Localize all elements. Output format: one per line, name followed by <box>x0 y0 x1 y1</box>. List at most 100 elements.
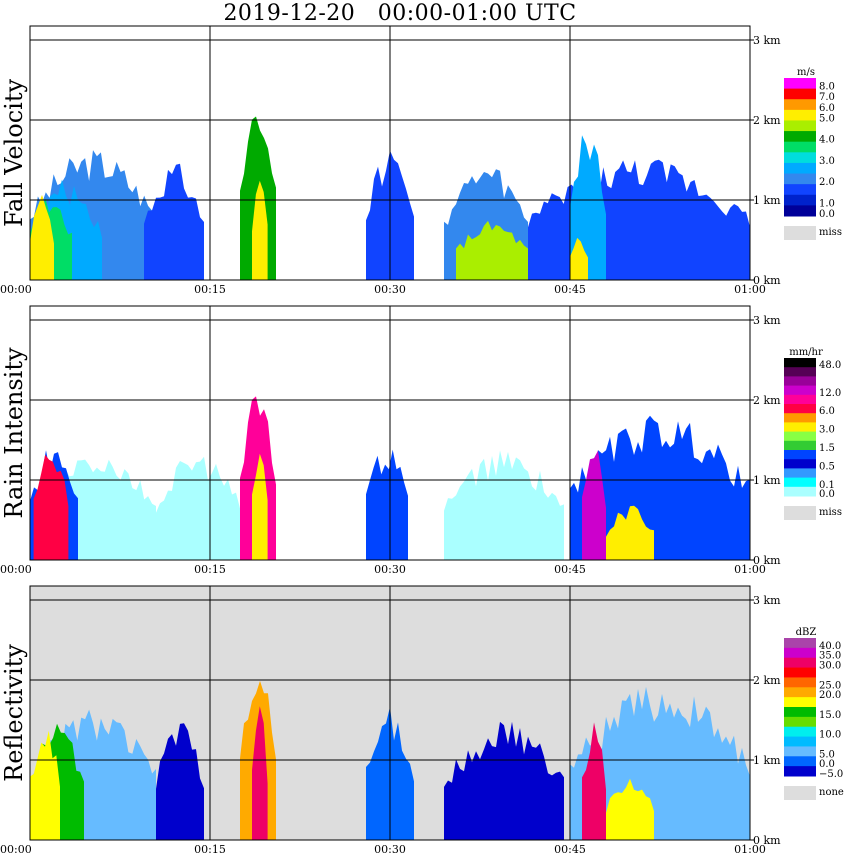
legend-label: 8.0 <box>819 82 835 93</box>
legend-swatch <box>784 184 816 196</box>
legend-missing-swatch <box>784 506 816 520</box>
legend-label: 12.0 <box>819 388 841 399</box>
x-tick-label: 00:15 <box>194 843 226 856</box>
legend-swatch <box>784 667 816 678</box>
legend-swatch <box>784 697 816 708</box>
legend-label: 7.0 <box>819 92 835 103</box>
echo-region <box>144 163 204 280</box>
x-tick-label: 01:00 <box>734 283 766 296</box>
y-tick-label: 3 km <box>753 594 781 607</box>
legend-swatch <box>784 131 816 143</box>
legend-swatch <box>784 194 816 206</box>
echo-region <box>570 237 588 280</box>
legend-unit: mm/hr <box>789 347 823 358</box>
legend-swatch <box>784 477 816 488</box>
legend: m/s 8.07.06.05.0 4.0 3.0 2.0 1.00.0 miss <box>784 67 842 240</box>
x-tick-label: 01:00 <box>734 843 766 856</box>
plot-frame <box>29 305 751 561</box>
x-tick-label: 00:15 <box>194 563 226 576</box>
y-tick-label: 1 km <box>753 754 781 767</box>
legend-swatch <box>784 404 816 414</box>
legend-unit: m/s <box>797 67 815 78</box>
legend-swatch <box>784 468 816 479</box>
echo-region <box>366 449 408 560</box>
legend-label: 0.0 <box>819 209 835 220</box>
echo-region <box>606 505 654 560</box>
legend-label: 4.0 <box>819 135 835 146</box>
legend-label: 25.0 <box>819 680 841 691</box>
legend-swatch <box>784 647 816 659</box>
legend-swatch <box>784 376 816 387</box>
plot-frame <box>29 25 751 281</box>
x-tick-label: 00:30 <box>374 563 406 576</box>
echo-region <box>156 723 204 840</box>
legend-swatch <box>784 173 816 185</box>
legend-missing-swatch <box>784 786 816 800</box>
legend-missing-label: none <box>819 787 844 798</box>
legend-swatch <box>784 205 816 217</box>
echo-region <box>252 706 268 840</box>
echo-region <box>252 180 268 280</box>
legend-swatch <box>784 141 816 153</box>
legend-swatch <box>784 756 816 767</box>
legend-label: 20.0 <box>819 690 841 701</box>
legend-swatch <box>784 746 816 757</box>
legend-label: 10.0 <box>819 730 841 741</box>
legend-label: 48.0 <box>819 360 841 371</box>
legend-label: 35.0 <box>819 651 841 662</box>
echo-region <box>582 450 606 560</box>
legend-swatch <box>784 726 816 738</box>
legend-swatch <box>784 687 816 698</box>
x-tick-label: 00:45 <box>554 283 586 296</box>
legend-swatch <box>784 78 816 90</box>
x-tick-label: 00:15 <box>194 283 226 296</box>
x-tick-label: 00:00 <box>0 843 32 856</box>
echo-region <box>33 454 69 560</box>
x-tick-label: 01:00 <box>734 563 766 576</box>
y-tick-label: 2 km <box>753 394 781 407</box>
legend-swatch <box>784 486 816 497</box>
legend-missing-swatch <box>784 226 816 240</box>
legend-swatch <box>784 109 816 121</box>
echo-region <box>444 721 564 840</box>
legend-swatch <box>784 99 816 111</box>
y-axis-label: Rain Intensity <box>0 347 28 519</box>
legend-label: 30.0 <box>819 661 841 672</box>
x-tick-label: 00:00 <box>0 283 32 296</box>
legend-swatch <box>784 413 816 423</box>
legend-swatch <box>784 638 816 649</box>
y-tick-label: 0 km <box>753 834 781 847</box>
legend-swatch <box>784 367 816 377</box>
legend-swatch <box>784 394 816 405</box>
y-tick-label: 2 km <box>753 674 781 687</box>
legend-swatch <box>784 385 816 396</box>
x-tick-label: 00:30 <box>374 283 406 296</box>
x-tick-label: 00:30 <box>374 843 406 856</box>
legend-label: 1.5 <box>819 443 835 454</box>
legend-swatch <box>784 120 816 132</box>
legend-swatch <box>784 657 816 669</box>
legend: mm/hr 48.0 12.0 6.0 3.0 1.5 0.5 0.10.0 miss <box>784 347 842 520</box>
legend-swatch <box>784 431 816 442</box>
y-tick-label: 0 km <box>753 554 781 567</box>
x-tick-label: 00:00 <box>0 563 32 576</box>
chart-title: 2019-12-20 00:00-01:00 UTC <box>223 1 577 26</box>
legend-label: 0.5 <box>819 461 835 472</box>
legend-unit: dBZ <box>796 627 817 638</box>
legend-label: 2.0 <box>819 177 835 188</box>
legend-swatch <box>784 716 816 728</box>
legend-label: 0.0 <box>819 489 835 500</box>
legend-swatch <box>784 459 816 469</box>
y-tick-label: 3 km <box>753 34 781 47</box>
legend-swatch <box>784 162 816 175</box>
panel-3: 00:00 00:15 00:30 00:45 01:000 km 1 km 2 km 3 k… <box>0 585 844 856</box>
echo-layer <box>30 680 750 840</box>
legend-swatch <box>784 707 816 718</box>
legend-swatch <box>784 88 816 100</box>
x-tick-label: 00:45 <box>554 843 586 856</box>
legend-missing-label: miss <box>819 227 842 238</box>
legend-label: 3.0 <box>819 156 835 167</box>
legend-swatch <box>784 766 816 777</box>
legend-swatch <box>784 152 816 164</box>
